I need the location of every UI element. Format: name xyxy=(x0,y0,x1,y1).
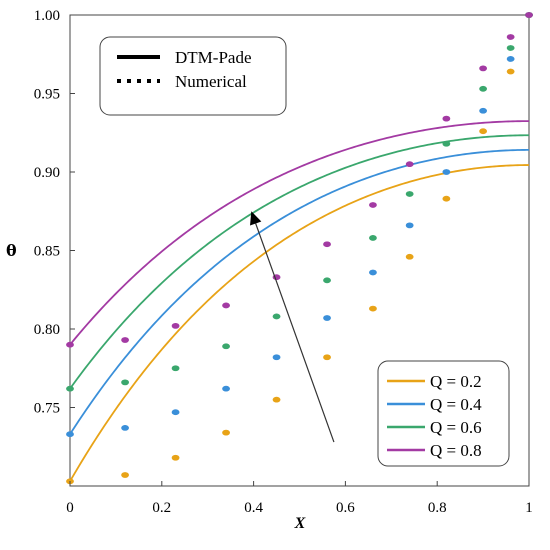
data-point xyxy=(171,454,180,461)
data-point xyxy=(479,107,487,114)
data-point xyxy=(442,115,451,122)
data-point xyxy=(171,365,180,372)
x-tick-label: 0 xyxy=(66,500,74,516)
y-tick-label: 0.95 xyxy=(34,87,60,103)
curves xyxy=(69,120,530,482)
data-point xyxy=(171,409,180,416)
data-point xyxy=(66,341,74,348)
series-legend-label: Q = 0.2 xyxy=(430,372,482,391)
series-legend-label: Q = 0.6 xyxy=(430,418,482,437)
y-axis-title: θ xyxy=(6,241,17,260)
y-tick-label: 1.00 xyxy=(34,8,60,24)
data-point xyxy=(405,253,414,260)
y-tick-label: 0.85 xyxy=(34,244,60,260)
ticks: 0 0.2 0.4 0.6 0.8 1 0.75 0.80 0.85 0.90 0.95 1.00 xyxy=(34,8,533,516)
x-tick-label: 0.4 xyxy=(244,500,263,516)
style-legend: DTM-Pade Numerical xyxy=(99,36,287,116)
x-tick-label: 0.8 xyxy=(428,500,447,516)
data-point xyxy=(66,431,74,438)
style-legend-label: DTM-Pade xyxy=(175,48,251,67)
data-point xyxy=(369,305,377,312)
series-line-4 xyxy=(69,120,529,346)
data-point xyxy=(171,322,180,329)
y-tick-label: 0.75 xyxy=(34,401,60,417)
data-point xyxy=(506,45,515,51)
x-tick-label: 0.6 xyxy=(336,500,355,516)
x-tick-label: 1 xyxy=(525,500,533,516)
data-point xyxy=(66,385,74,392)
data-point xyxy=(272,354,281,361)
data-point xyxy=(525,12,533,18)
series-line-1 xyxy=(69,164,530,482)
data-point xyxy=(369,202,377,208)
trend-arrow xyxy=(250,211,335,443)
axis-titles: Xθ xyxy=(6,241,306,532)
data-point xyxy=(222,385,230,392)
x-axis-title: X xyxy=(294,515,306,532)
data-point xyxy=(121,472,129,478)
data-point xyxy=(506,68,515,75)
data-point xyxy=(121,425,129,431)
series-legend-label: Q = 0.4 xyxy=(430,395,482,414)
data-point xyxy=(442,195,451,202)
data-point xyxy=(272,313,281,320)
arrow-head xyxy=(250,211,262,226)
series-legend-label: Q = 0.8 xyxy=(430,441,482,460)
series-line-3 xyxy=(69,134,529,390)
arrow-shaft xyxy=(255,223,335,443)
data-point xyxy=(323,241,331,248)
data-point xyxy=(479,85,487,92)
y-tick-label: 0.90 xyxy=(34,165,60,181)
data-point xyxy=(506,56,515,62)
series-legend-box xyxy=(377,360,510,467)
data-point xyxy=(121,379,129,386)
data-point xyxy=(323,277,331,284)
data-point xyxy=(479,65,487,72)
data-point xyxy=(405,191,414,197)
data-point xyxy=(442,140,451,147)
x-tick-label: 0.2 xyxy=(152,500,171,516)
data-point xyxy=(121,337,129,343)
data-point xyxy=(222,302,230,309)
style-legend-label: Numerical xyxy=(175,72,247,91)
data-point xyxy=(369,235,377,241)
data-point xyxy=(405,222,414,229)
y-tick-label: 0.80 xyxy=(34,322,60,338)
data-point xyxy=(222,429,230,436)
data-point xyxy=(442,169,451,175)
series-line-2 xyxy=(69,149,529,435)
data-point xyxy=(506,34,515,40)
data-point xyxy=(369,269,377,276)
data-point xyxy=(323,354,331,361)
data-point xyxy=(323,315,331,321)
markers xyxy=(66,12,533,485)
data-point xyxy=(405,161,414,168)
data-point xyxy=(479,128,487,135)
series-legend: Q = 0.2 Q = 0.4 Q = 0.6 Q = 0.8 xyxy=(377,360,510,467)
data-point xyxy=(222,343,230,350)
data-point xyxy=(272,396,281,403)
